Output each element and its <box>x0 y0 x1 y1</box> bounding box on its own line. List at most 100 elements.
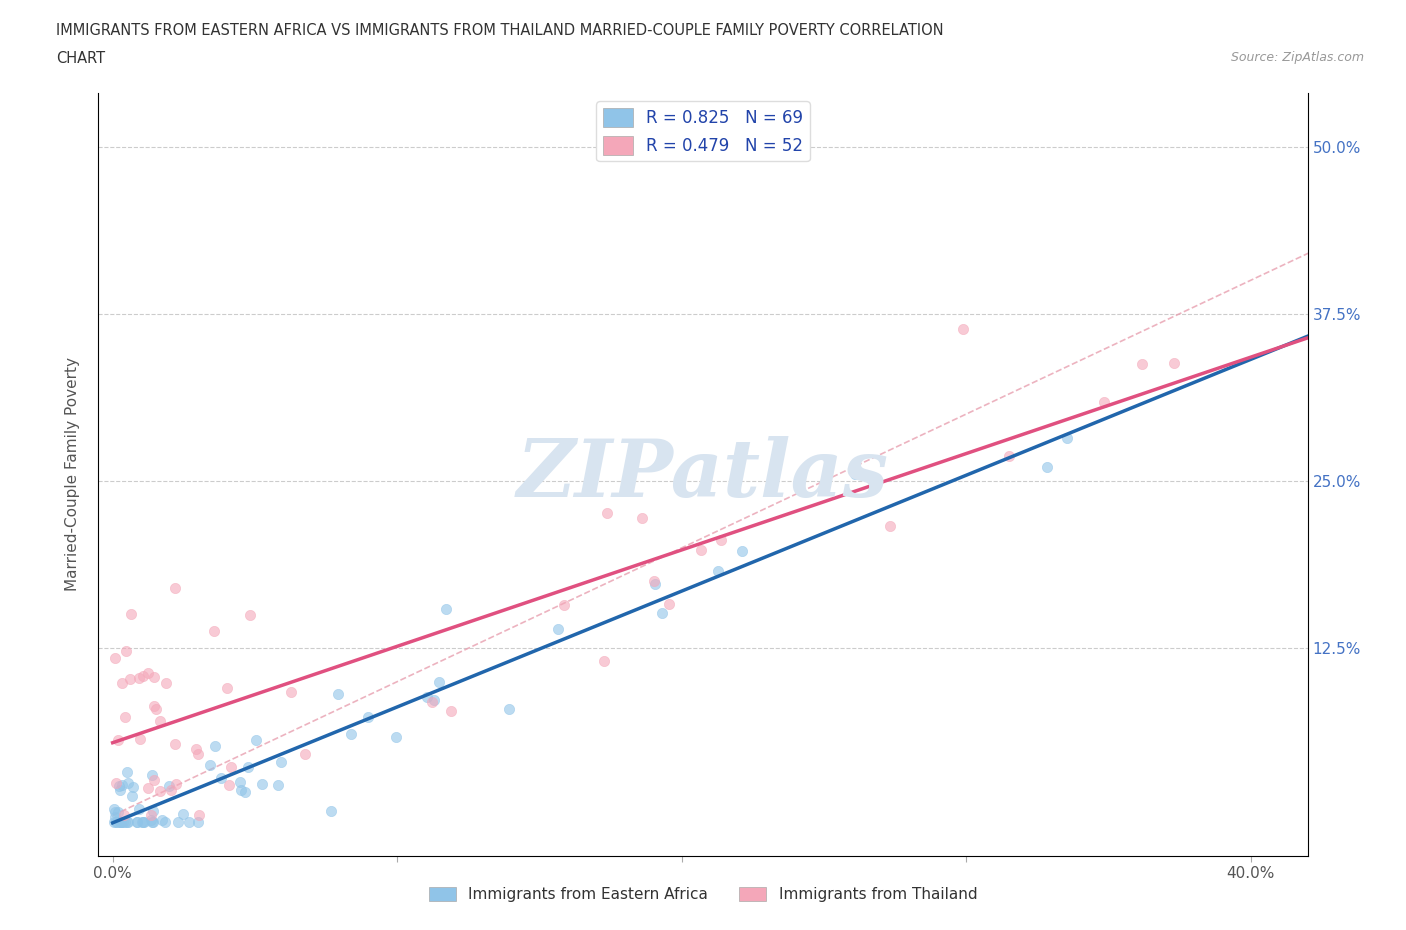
Point <box>280 684 302 699</box>
Point <box>233 784 256 799</box>
Point <box>104 815 127 830</box>
Point <box>142 699 165 714</box>
Point <box>204 738 226 753</box>
Point <box>143 773 166 788</box>
Point <box>643 574 665 589</box>
Point <box>238 760 260 775</box>
Point <box>187 815 209 830</box>
Point <box>245 732 267 747</box>
Point <box>105 815 128 830</box>
Point <box>117 815 139 830</box>
Point <box>143 670 166 684</box>
Point <box>114 710 136 724</box>
Point <box>596 506 619 521</box>
Point <box>150 813 173 828</box>
Point <box>229 782 252 797</box>
Point <box>104 776 127 790</box>
Point <box>644 577 666 591</box>
Point <box>128 671 150 685</box>
Point <box>1036 459 1059 474</box>
Point <box>202 623 225 638</box>
Point <box>108 815 131 830</box>
Point <box>658 596 681 611</box>
Point <box>218 777 240 792</box>
Point <box>155 676 177 691</box>
Point <box>107 733 129 748</box>
Point <box>239 608 262 623</box>
Point <box>198 758 221 773</box>
Point <box>1130 356 1153 371</box>
Text: CHART: CHART <box>56 51 105 66</box>
Point <box>115 644 138 658</box>
Point <box>132 815 155 830</box>
Point <box>148 713 170 728</box>
Text: ZIPatlas: ZIPatlas <box>517 435 889 513</box>
Point <box>416 689 439 704</box>
Point <box>177 815 200 830</box>
Point <box>111 675 134 690</box>
Point <box>117 815 139 830</box>
Point <box>141 815 163 830</box>
Legend: Immigrants from Eastern Africa, Immigrants from Thailand: Immigrants from Eastern Africa, Immigran… <box>423 881 983 909</box>
Point <box>120 606 142 621</box>
Point <box>134 815 156 830</box>
Point <box>547 622 569 637</box>
Point <box>163 580 186 595</box>
Point <box>110 815 132 830</box>
Point <box>1056 431 1078 445</box>
Point <box>110 815 132 830</box>
Legend: R = 0.825   N = 69, R = 0.479   N = 52: R = 0.825 N = 69, R = 0.479 N = 52 <box>596 101 810 162</box>
Point <box>228 774 250 789</box>
Point <box>131 815 153 830</box>
Point <box>689 542 711 557</box>
Point <box>142 804 165 818</box>
Point <box>125 815 148 830</box>
Point <box>132 669 155 684</box>
Point <box>385 730 408 745</box>
Y-axis label: Married-Couple Family Poverty: Married-Couple Family Poverty <box>65 357 80 591</box>
Point <box>111 777 134 792</box>
Point <box>121 779 143 794</box>
Point <box>149 784 172 799</box>
Point <box>997 449 1019 464</box>
Point <box>145 702 167 717</box>
Point <box>709 533 731 548</box>
Point <box>110 815 132 830</box>
Point <box>326 687 349 702</box>
Point <box>440 703 463 718</box>
Point <box>420 695 443 710</box>
Point <box>160 783 183 798</box>
Point <box>107 805 129 820</box>
Point <box>294 747 316 762</box>
Point <box>104 804 127 819</box>
Point <box>250 777 273 792</box>
Point <box>270 754 292 769</box>
Point <box>879 519 901 534</box>
Point <box>209 771 232 786</box>
Point <box>136 781 159 796</box>
Point <box>128 731 150 746</box>
Point <box>117 764 139 779</box>
Point <box>111 815 134 830</box>
Point <box>104 650 127 665</box>
Point <box>423 692 446 707</box>
Point <box>184 741 207 756</box>
Point <box>128 802 150 817</box>
Point <box>127 815 149 830</box>
Point <box>267 777 290 792</box>
Point <box>356 710 378 724</box>
Point <box>187 746 209 761</box>
Point <box>498 701 520 716</box>
Point <box>142 815 165 830</box>
Point <box>340 727 363 742</box>
Point <box>112 808 135 823</box>
Point <box>141 768 163 783</box>
Point <box>427 674 450 689</box>
Point <box>1163 356 1185 371</box>
Point <box>707 564 730 578</box>
Point <box>136 666 159 681</box>
Point <box>104 809 127 824</box>
Point <box>651 605 673 620</box>
Point <box>167 815 190 830</box>
Point <box>321 804 343 818</box>
